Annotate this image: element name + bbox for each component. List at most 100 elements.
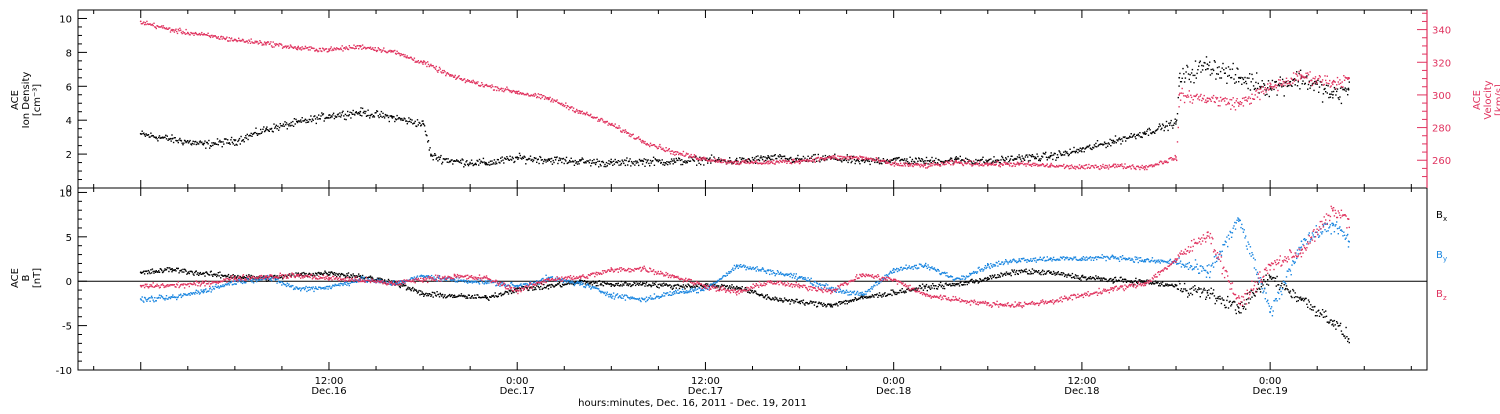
- density-point: [285, 124, 286, 125]
- density-data-point: [171, 138, 173, 140]
- velocity-point: [575, 111, 576, 112]
- density-point: [275, 126, 276, 127]
- velocity-point: [926, 163, 927, 164]
- b-field-point: [476, 297, 477, 298]
- velocity-point: [1180, 100, 1181, 101]
- velocity-point: [1000, 166, 1001, 167]
- b-field-point: [800, 303, 801, 304]
- density-data-point: [234, 140, 236, 142]
- density-point: [189, 140, 190, 141]
- b-field-point: [922, 284, 923, 285]
- b-field-point: [869, 297, 870, 298]
- velocity-point: [764, 160, 765, 161]
- b-field-point: [147, 273, 148, 274]
- density-point: [273, 131, 274, 132]
- b-field-point: [1041, 271, 1042, 272]
- b-field-point: [1126, 282, 1127, 283]
- b-field-point: [971, 279, 972, 280]
- velocity-point: [1022, 161, 1023, 162]
- velocity-point: [1325, 80, 1326, 81]
- velocity-point: [745, 162, 746, 163]
- velocity-point: [181, 32, 182, 33]
- density-point: [1035, 157, 1036, 158]
- velocity-point: [571, 106, 572, 107]
- b-field-point: [1309, 308, 1310, 309]
- b-field-point: [1307, 307, 1308, 308]
- density-point: [1056, 157, 1057, 158]
- b-field-point: [305, 273, 306, 274]
- velocity-point: [932, 163, 933, 164]
- density-point: [287, 124, 288, 125]
- b-field-point: [309, 287, 310, 288]
- b-field-point: [731, 286, 732, 287]
- b-field-point: [164, 270, 165, 271]
- density-point: [975, 159, 976, 160]
- density-point: [156, 138, 157, 139]
- density-point: [564, 159, 565, 160]
- velocity-point: [906, 163, 907, 164]
- b-field-point: [1228, 307, 1229, 308]
- density-data-point: [516, 157, 518, 159]
- velocity-point: [539, 94, 540, 95]
- density-point: [912, 159, 913, 160]
- velocity-point: [1182, 93, 1183, 94]
- velocity-point: [1254, 99, 1255, 100]
- b-field-point: [1082, 275, 1083, 276]
- density-point: [1044, 153, 1045, 154]
- density-point: [665, 163, 666, 164]
- b-field-point: [1208, 289, 1209, 290]
- velocity-point: [264, 41, 265, 42]
- density-data-point: [673, 160, 675, 162]
- density-point: [637, 162, 638, 163]
- density-point: [259, 133, 260, 134]
- b-field-point: [419, 294, 420, 295]
- velocity-point: [1277, 90, 1278, 91]
- density-point: [345, 114, 346, 115]
- density-point: [621, 163, 622, 164]
- velocity-point: [773, 160, 774, 161]
- velocity-point: [1313, 82, 1314, 83]
- density-data-point: [359, 111, 361, 113]
- velocity-point: [878, 160, 879, 161]
- velocity-point: [665, 151, 666, 152]
- b-field-point: [1244, 303, 1245, 304]
- velocity-point: [756, 160, 757, 161]
- density-point: [1187, 66, 1188, 67]
- b-field-point: [567, 283, 568, 284]
- density-point: [662, 159, 663, 160]
- velocity-point: [1152, 166, 1153, 167]
- velocity-point: [682, 155, 683, 156]
- density-point: [1288, 85, 1289, 86]
- velocity-point: [717, 162, 718, 163]
- velocity-point: [353, 48, 354, 49]
- velocity-point: [629, 133, 630, 134]
- velocity-point: [908, 166, 909, 167]
- density-point: [1031, 156, 1032, 157]
- density-point: [545, 159, 546, 160]
- velocity-point: [641, 142, 642, 143]
- density-point: [442, 162, 443, 163]
- b-field-point: [795, 301, 796, 302]
- b-field-point: [534, 289, 535, 290]
- density-point: [1033, 156, 1034, 157]
- b-field-point: [930, 289, 931, 290]
- velocity-point: [1293, 72, 1294, 73]
- b-field-point: [1220, 298, 1221, 299]
- density-point: [935, 162, 936, 163]
- b-field-point: [158, 270, 159, 271]
- b-field-point: [255, 279, 256, 280]
- density-point: [1199, 62, 1200, 63]
- density-point: [518, 157, 519, 158]
- density-point: [1191, 72, 1192, 73]
- density-point: [530, 156, 531, 157]
- density-point: [250, 135, 251, 136]
- density-point: [237, 141, 238, 142]
- b-field-point: [1182, 291, 1183, 292]
- density-point: [745, 159, 746, 160]
- velocity-point: [670, 153, 671, 154]
- velocity-point: [177, 33, 178, 34]
- b-field-point: [239, 280, 240, 281]
- b-field-point: [1011, 275, 1012, 276]
- density-point: [1058, 157, 1059, 158]
- density-point: [292, 121, 293, 122]
